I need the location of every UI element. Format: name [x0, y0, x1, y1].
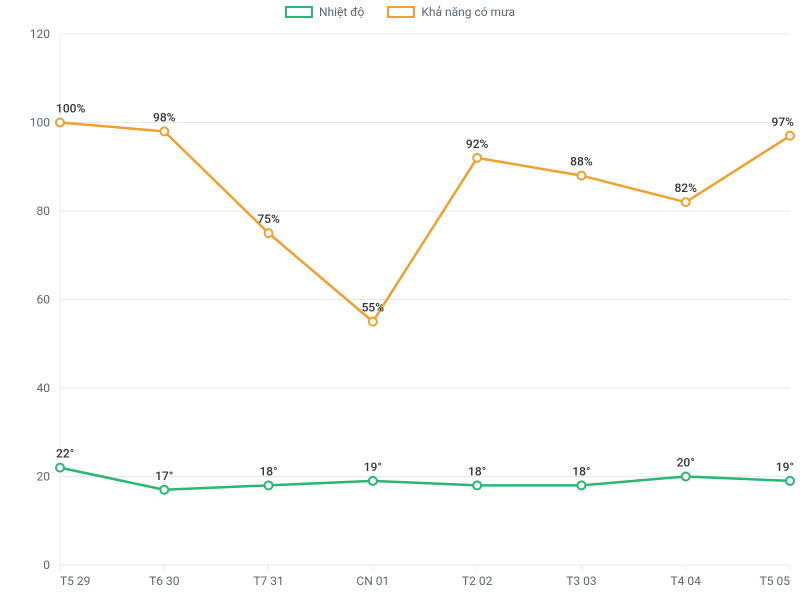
- series-label-rain: 100%: [56, 102, 85, 116]
- series-marker-temperature[interactable]: [265, 481, 273, 489]
- series-label-rain: 55%: [362, 301, 385, 315]
- x-tick-label: T6 30: [149, 574, 180, 588]
- y-tick-label: 120: [30, 27, 50, 41]
- series-marker-rain[interactable]: [473, 154, 481, 162]
- series-label-temperature: 20°: [677, 456, 695, 470]
- series-marker-temperature[interactable]: [56, 464, 64, 472]
- y-tick-label: 80: [37, 204, 51, 218]
- series-marker-rain[interactable]: [56, 119, 64, 127]
- series-label-rain: 88%: [570, 155, 593, 169]
- series-label-temperature: 18°: [259, 464, 277, 478]
- series-label-rain: 98%: [153, 110, 176, 124]
- series-marker-rain[interactable]: [265, 229, 273, 237]
- series-label-temperature: 19°: [364, 460, 382, 474]
- legend-label-rain: Khả năng có mưa: [421, 5, 515, 19]
- series-marker-temperature[interactable]: [369, 477, 377, 485]
- x-tick-label: T4 04: [671, 574, 702, 588]
- x-tick-label: T2 02: [462, 574, 493, 588]
- series-label-temperature: 18°: [572, 464, 590, 478]
- series-marker-rain[interactable]: [786, 132, 794, 140]
- x-tick-label: CN 01: [356, 574, 389, 588]
- chart-svg: 0 20 40 60 80 100 120 T5 29 T6 30 T7 31 CN 01 T2 02…: [0, 0, 800, 598]
- x-tick-label: T3 03: [566, 574, 596, 588]
- series-marker-rain[interactable]: [577, 172, 585, 180]
- legend-item-rain[interactable]: Khả năng có mưa: [387, 5, 515, 19]
- series-label-temperature: 18°: [468, 464, 486, 478]
- x-tick-label: T5 29: [60, 574, 90, 588]
- series-label-rain: 75%: [257, 212, 280, 226]
- series-marker-rain[interactable]: [682, 198, 690, 206]
- y-tick-label: 60: [37, 293, 51, 307]
- series-label-rain: 97%: [772, 115, 795, 129]
- series-label-rain: 82%: [674, 181, 697, 195]
- chart-legend: Nhiệt độ Khả năng có mưa: [0, 5, 800, 21]
- legend-swatch-temperature: [285, 6, 313, 18]
- series-label-temperature: 19°: [776, 460, 794, 474]
- series-marker-rain[interactable]: [369, 318, 377, 326]
- series-marker-temperature[interactable]: [577, 481, 585, 489]
- series-marker-temperature[interactable]: [786, 477, 794, 485]
- y-tick-label: 100: [30, 116, 50, 130]
- series-marker-rain[interactable]: [160, 127, 168, 135]
- y-tick-label: 0: [43, 558, 50, 572]
- series-line-rain: [60, 123, 790, 322]
- weather-line-chart: Nhiệt độ Khả năng có mưa 0 20 40 60 80 100 120…: [0, 0, 800, 598]
- x-tick-label: T7 31: [253, 574, 283, 588]
- y-tick-label: 20: [37, 470, 51, 484]
- x-tick-label: T5 05: [760, 574, 791, 588]
- legend-swatch-rain: [387, 6, 415, 18]
- series-marker-temperature[interactable]: [682, 473, 690, 481]
- series-marker-temperature[interactable]: [473, 481, 481, 489]
- series-marker-temperature[interactable]: [160, 486, 168, 494]
- legend-item-temperature[interactable]: Nhiệt độ: [285, 5, 364, 19]
- legend-label-temperature: Nhiệt độ: [319, 5, 364, 19]
- series-label-temperature: 17°: [155, 469, 173, 483]
- series-label-temperature: 22°: [56, 447, 74, 461]
- series-label-rain: 92%: [466, 137, 489, 151]
- y-tick-label: 40: [37, 381, 51, 395]
